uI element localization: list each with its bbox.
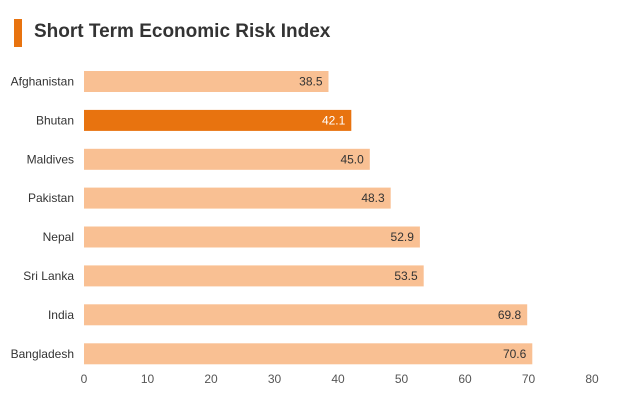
x-tick-label: 10	[141, 372, 155, 386]
x-tick-label: 20	[204, 372, 218, 386]
bar	[84, 71, 329, 92]
bar	[84, 148, 370, 170]
bar	[84, 109, 352, 131]
bar	[84, 226, 420, 248]
category-label: Maldives	[27, 152, 74, 166]
title-accent-bar	[14, 19, 22, 47]
bar	[84, 343, 533, 365]
category-label: Bhutan	[36, 113, 74, 127]
value-label: 38.5	[299, 75, 323, 89]
x-tick-label: 30	[268, 372, 282, 386]
value-label: 42.1	[322, 113, 346, 127]
value-label: 52.9	[391, 230, 415, 244]
x-tick-label: 50	[395, 372, 409, 386]
x-tick-label: 0	[81, 372, 88, 386]
category-label: Afghanistan	[11, 75, 74, 89]
value-label: 53.5	[394, 269, 418, 283]
x-tick-label: 60	[458, 372, 472, 386]
x-tick-label: 70	[522, 372, 536, 386]
category-label: Bangladesh	[11, 347, 74, 361]
category-label: India	[48, 308, 74, 322]
value-label: 70.6	[503, 347, 527, 361]
category-label: Nepal	[43, 230, 74, 244]
chart-title: Short Term Economic Risk Index	[34, 21, 331, 42]
x-tick-label: 80	[585, 372, 599, 386]
bar	[84, 265, 424, 287]
value-label: 48.3	[361, 191, 385, 205]
category-label: Sri Lanka	[23, 269, 74, 283]
bar	[84, 304, 528, 326]
bar	[84, 187, 391, 209]
value-label: 45.0	[340, 152, 364, 166]
value-label: 69.8	[498, 308, 522, 322]
x-tick-label: 40	[331, 372, 345, 386]
category-label: Pakistan	[28, 191, 74, 205]
